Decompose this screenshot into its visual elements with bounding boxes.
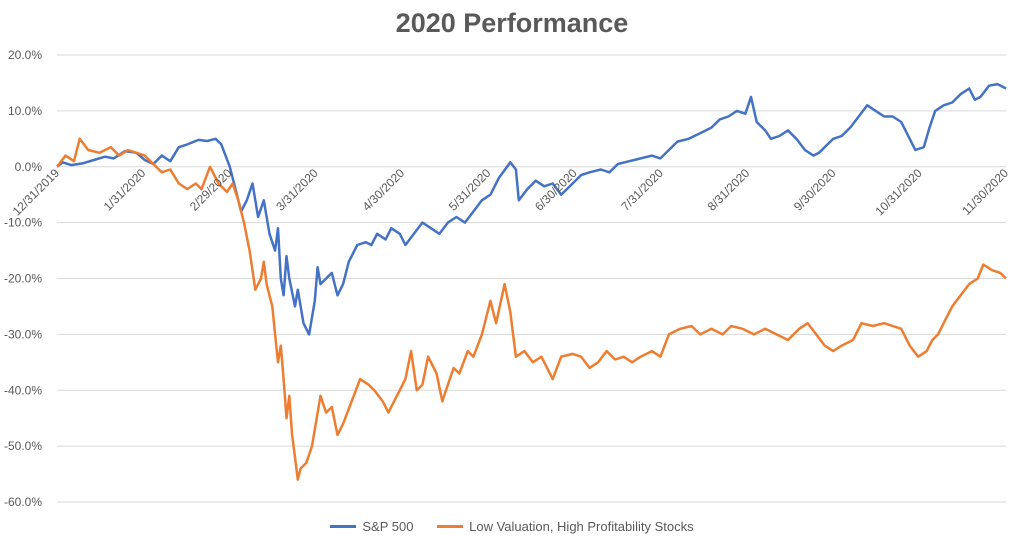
- y-tick-label: -50.0%: [4, 439, 42, 453]
- legend-swatch-low-valuation: [437, 525, 464, 529]
- chart-title: 2020 Performance: [395, 8, 629, 38]
- y-tick-label: -20.0%: [4, 272, 42, 286]
- x-tick-label: 11/30/2020: [959, 166, 1011, 218]
- series-line-1: [56, 137, 1007, 481]
- legend-item-low-valuation[interactable]: Low Valuation, High Profitability Stocks: [437, 519, 694, 534]
- legend: S&P 500 Low Valuation, High Profitabilit…: [0, 519, 1024, 534]
- y-tick-label: 0.0%: [15, 160, 43, 174]
- x-tick-label: 7/31/2020: [618, 166, 666, 214]
- y-tick-label: 20.0%: [8, 48, 42, 62]
- y-tick-label: -30.0%: [4, 327, 42, 341]
- series-lines: [56, 82, 1007, 481]
- legend-label-low-valuation: Low Valuation, High Profitability Stocks: [469, 519, 694, 534]
- y-tick-label: -40.0%: [4, 383, 42, 397]
- y-tick-label: -60.0%: [4, 495, 42, 509]
- gridlines: [57, 54, 1006, 503]
- x-tick-label: 10/31/2020: [872, 166, 925, 219]
- x-tick-label: 8/31/2020: [705, 166, 753, 214]
- y-tick-label: 10.0%: [8, 104, 42, 118]
- x-tick-label: 5/31/2020: [446, 166, 494, 214]
- x-tick-label: 6/30/2020: [532, 166, 580, 214]
- x-tick-label: 1/31/2020: [101, 166, 149, 214]
- legend-swatch-sp500: [330, 525, 357, 529]
- x-tick-label: 9/30/2020: [791, 166, 839, 214]
- legend-item-sp500[interactable]: S&P 500: [330, 519, 413, 534]
- legend-label-sp500: S&P 500: [362, 519, 414, 534]
- x-tick-label: 4/30/2020: [360, 166, 408, 214]
- y-axis-tick-labels: 20.0% 10.0% 0.0% -10.0% -20.0% -30.0% -40.0% -5…: [4, 48, 42, 509]
- x-axis-tick-labels: 12/31/2019 1/31/2020 2/29/2020 3/31/2020 4/3…: [10, 166, 1012, 219]
- y-tick-label: -10.0%: [4, 216, 42, 230]
- x-tick-label: 3/31/2020: [273, 166, 321, 214]
